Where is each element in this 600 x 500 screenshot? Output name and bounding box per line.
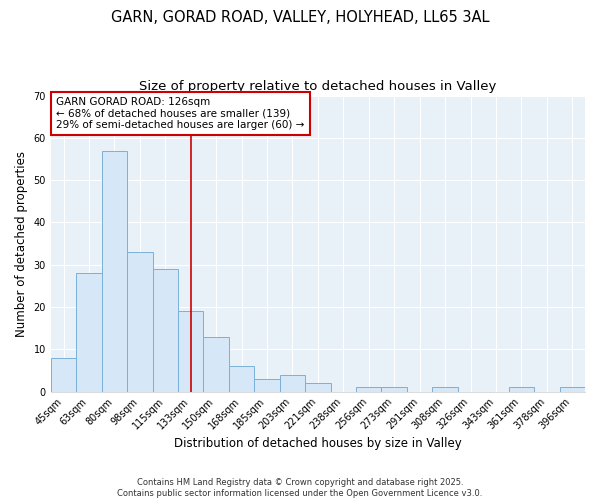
Bar	[76, 273, 101, 392]
Bar	[280, 374, 305, 392]
Bar	[51, 358, 76, 392]
Bar	[127, 252, 152, 392]
Bar	[305, 383, 331, 392]
Bar	[229, 366, 254, 392]
Bar	[433, 388, 458, 392]
Bar	[356, 388, 382, 392]
Bar	[560, 388, 585, 392]
Bar	[509, 388, 534, 392]
Bar	[152, 269, 178, 392]
Bar	[178, 312, 203, 392]
Title: Size of property relative to detached houses in Valley: Size of property relative to detached ho…	[139, 80, 497, 93]
Bar	[101, 150, 127, 392]
Bar	[203, 336, 229, 392]
Text: Contains HM Land Registry data © Crown copyright and database right 2025.
Contai: Contains HM Land Registry data © Crown c…	[118, 478, 482, 498]
Bar	[382, 388, 407, 392]
Y-axis label: Number of detached properties: Number of detached properties	[15, 150, 28, 336]
X-axis label: Distribution of detached houses by size in Valley: Distribution of detached houses by size …	[174, 437, 462, 450]
Text: GARN GORAD ROAD: 126sqm
← 68% of detached houses are smaller (139)
29% of semi-d: GARN GORAD ROAD: 126sqm ← 68% of detache…	[56, 97, 305, 130]
Text: GARN, GORAD ROAD, VALLEY, HOLYHEAD, LL65 3AL: GARN, GORAD ROAD, VALLEY, HOLYHEAD, LL65…	[111, 10, 489, 25]
Bar	[254, 379, 280, 392]
